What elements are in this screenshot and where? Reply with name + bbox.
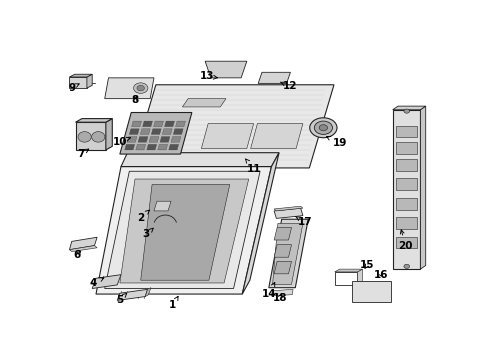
Polygon shape [242,153,279,294]
Polygon shape [87,74,92,88]
Polygon shape [75,122,105,150]
Polygon shape [117,289,147,301]
Polygon shape [182,99,225,107]
Polygon shape [274,206,302,211]
Text: 8: 8 [131,95,139,105]
Bar [395,179,416,190]
Polygon shape [392,106,425,110]
Polygon shape [160,136,169,142]
Text: 10: 10 [112,136,130,147]
Polygon shape [201,123,253,149]
Ellipse shape [314,121,332,134]
Polygon shape [131,121,141,127]
Polygon shape [168,144,178,150]
Text: 11: 11 [245,159,261,174]
Ellipse shape [309,118,336,138]
Polygon shape [120,112,191,154]
Polygon shape [138,136,147,142]
Polygon shape [162,129,172,134]
Polygon shape [120,179,248,283]
Polygon shape [127,136,137,142]
Text: 3: 3 [142,228,153,239]
Polygon shape [334,269,362,272]
Polygon shape [392,110,420,269]
Polygon shape [141,185,229,280]
Bar [395,159,416,171]
Ellipse shape [137,85,144,91]
Text: 9: 9 [68,82,79,93]
Polygon shape [171,136,181,142]
Polygon shape [271,289,292,296]
Text: 6: 6 [73,250,81,260]
Polygon shape [104,78,154,99]
Bar [395,237,416,248]
Ellipse shape [403,264,409,269]
Ellipse shape [319,125,327,131]
Polygon shape [69,237,97,250]
Ellipse shape [91,132,105,142]
Ellipse shape [133,83,147,93]
Polygon shape [124,144,134,150]
Text: 1: 1 [169,296,178,310]
Polygon shape [158,144,167,150]
Polygon shape [121,153,279,167]
Ellipse shape [403,109,409,113]
Polygon shape [145,288,151,297]
Polygon shape [274,208,302,219]
Polygon shape [69,77,87,88]
Polygon shape [272,223,302,284]
Polygon shape [105,118,112,150]
Text: 20: 20 [397,230,412,251]
Text: 12: 12 [280,81,297,91]
Polygon shape [274,245,291,257]
Polygon shape [149,136,159,142]
Text: 16: 16 [373,270,388,280]
Text: 2: 2 [137,210,149,223]
Text: 4: 4 [89,278,103,288]
Text: 14: 14 [261,283,276,299]
Bar [395,217,416,229]
Bar [395,126,416,138]
Polygon shape [205,61,246,78]
Bar [395,198,416,210]
Polygon shape [351,281,390,302]
Text: 13: 13 [200,72,217,81]
Polygon shape [357,269,362,285]
Text: 17: 17 [295,216,312,227]
Text: 7: 7 [77,149,88,159]
Polygon shape [250,123,302,149]
Polygon shape [173,129,183,134]
Polygon shape [258,72,290,84]
Polygon shape [140,129,150,134]
Polygon shape [164,121,174,127]
Polygon shape [274,261,291,274]
Polygon shape [131,85,333,168]
Polygon shape [75,118,112,122]
Polygon shape [69,74,92,77]
Polygon shape [151,129,161,134]
Polygon shape [274,228,291,240]
Polygon shape [420,106,425,269]
Polygon shape [175,121,185,127]
Polygon shape [129,129,139,134]
Polygon shape [153,121,163,127]
Text: 18: 18 [272,293,287,303]
Polygon shape [92,275,121,288]
Polygon shape [96,167,271,294]
Polygon shape [268,219,307,288]
Text: 15: 15 [359,260,374,270]
Polygon shape [146,144,156,150]
Polygon shape [69,246,97,252]
Text: 5: 5 [116,293,126,305]
Polygon shape [104,171,260,288]
Polygon shape [142,121,152,127]
Polygon shape [136,144,145,150]
Bar [395,143,416,154]
Text: 19: 19 [326,136,346,148]
Ellipse shape [78,132,91,142]
Polygon shape [154,201,171,211]
